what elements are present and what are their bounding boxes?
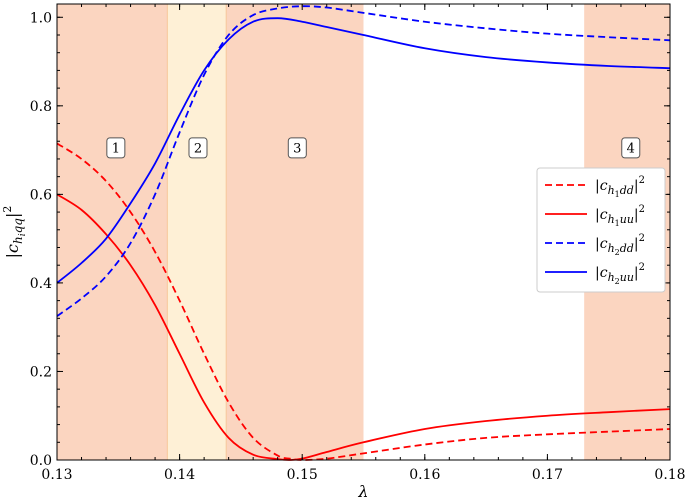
y-axis-label: |chiqq|2 <box>1 206 28 259</box>
y-tick-label: 0.8 <box>30 99 52 115</box>
plot-frame <box>56 3 671 461</box>
series-line-0 <box>56 142 671 461</box>
legend-label-2: |ch2dd|2 <box>595 233 645 257</box>
x-axis-label: λ <box>357 482 368 500</box>
region-2-band <box>167 4 227 460</box>
y-tick-label: 0.0 <box>30 453 52 469</box>
legend-label-1: |ch1uu|2 <box>595 204 645 228</box>
legend: |ch1dd|2 |ch1uu|2 |ch2dd|2 |ch2uu|2 <box>536 167 666 293</box>
region-4-label: 4 <box>627 141 635 156</box>
region-1-label-box <box>106 137 126 159</box>
region-4-label-box <box>621 137 641 159</box>
x-tick-label: 0.16 <box>409 467 440 483</box>
region-labels: 1 2 3 4 <box>106 137 641 159</box>
region-2-label: 2 <box>194 141 202 156</box>
region-1-label: 1 <box>112 141 120 156</box>
region-3-label: 3 <box>293 141 301 156</box>
x-tick-label: 0.18 <box>654 467 685 483</box>
x-tick-label: 0.13 <box>41 467 72 483</box>
y-tick-label: 1.0 <box>30 10 52 26</box>
series-line-2 <box>56 5 671 317</box>
region-3-band <box>226 4 364 460</box>
region-3-label-box <box>287 137 307 159</box>
axis-ticks: 0.13 0.14 0.15 0.16 0.17 0.18 0.0 0.2 0.4 0.6 0.8 1… <box>30 4 685 483</box>
region-2-label-box <box>188 137 208 159</box>
y-tick-label: 0.6 <box>30 187 52 203</box>
legend-label-0: |ch1dd|2 <box>595 175 645 199</box>
y-tick-label: 0.2 <box>30 364 52 380</box>
legend-box <box>536 167 666 293</box>
x-tick-label: 0.17 <box>532 467 563 483</box>
x-tick-label: 0.15 <box>287 467 318 483</box>
legend-label-3: |ch2uu|2 <box>595 262 645 286</box>
shaded-regions <box>57 4 670 460</box>
series-line-3 <box>56 17 671 284</box>
y-tick-label: 0.4 <box>30 276 52 292</box>
x-tick-label: 0.14 <box>164 467 195 483</box>
